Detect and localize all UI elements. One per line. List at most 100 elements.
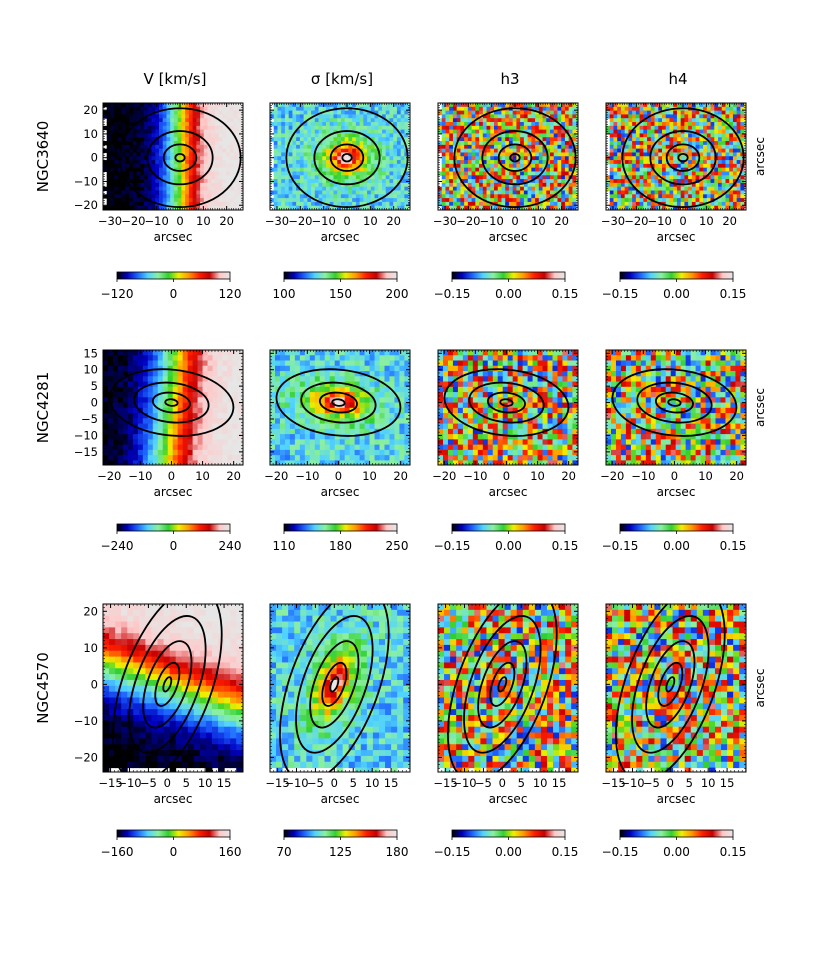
right-axis-label-NGC3640: arcsec bbox=[753, 137, 767, 176]
xtick-NGC4281-4-3: 10 bbox=[698, 469, 713, 483]
contour-NGC4570-4-2 bbox=[657, 661, 684, 707]
map-NGC4281-2 bbox=[270, 350, 410, 465]
right-axis-label-NGC4570: arcsec bbox=[753, 669, 767, 708]
panel-NGC4281-2: −20 −10 0 10 20 arcsec bbox=[264, 349, 411, 499]
contour-NGC3640-1-2 bbox=[162, 143, 198, 172]
panel-NGC3640-2: −30 −20 −10 0 10 20 arcsec bbox=[265, 102, 411, 244]
contour-NGC4570-1-3 bbox=[142, 640, 193, 729]
xtick-NGC4570-2-2: −5 bbox=[307, 776, 324, 790]
colorbar-tick-NGC4570-2-2: 180 bbox=[386, 845, 409, 859]
contour-NGC3640-2-1 bbox=[341, 152, 353, 163]
xtick-NGC4570-4-5: 10 bbox=[701, 776, 716, 790]
colorbar-NGC4570-3: −0.15 0.00 0.15 bbox=[434, 829, 579, 859]
galaxy-label-NGC4570: NGC4570 bbox=[34, 652, 52, 724]
xlabel-NGC3640-1: arcsec bbox=[154, 230, 193, 244]
xtick-NGC4281-2-3: 10 bbox=[362, 469, 377, 483]
map-NGC3640-1 bbox=[103, 103, 243, 210]
colorbar-NGC3640-3: −0.15 0.00 0.15 bbox=[434, 271, 579, 301]
xtick-NGC4570-2-5: 10 bbox=[365, 776, 380, 790]
xlabel-NGC3640-2: arcsec bbox=[321, 230, 360, 244]
map-NGC4570-2 bbox=[270, 604, 410, 772]
colorbar-NGC3640-4: −0.15 0.00 0.15 bbox=[602, 271, 746, 301]
colorbar-tick-NGC4570-3-2: 0.15 bbox=[552, 845, 579, 859]
xtick-NGC4570-1-1: −10 bbox=[117, 776, 141, 790]
xtick-NGC3640-2-1: −20 bbox=[288, 214, 312, 228]
xtick-NGC4570-4-1: −10 bbox=[620, 776, 644, 790]
ytick-NGC4281-6: 15 bbox=[83, 346, 98, 360]
contour-NGC4570-1-2 bbox=[154, 661, 181, 707]
contour-NGC4570-2-2 bbox=[321, 661, 348, 707]
map-NGC4570-4 bbox=[606, 604, 746, 772]
panel-NGC4281-1: −20 −10 0 10 20 −15 −10 −5 0 5 10 15 arcsec bbox=[74, 346, 244, 499]
ytick-NGC3640-3: 10 bbox=[83, 127, 98, 141]
xlabel-NGC4281-3: arcsec bbox=[489, 485, 528, 499]
colorbar-tick-NGC4570-3-0: −0.15 bbox=[434, 845, 471, 859]
xtick-NGC4281-3-0: −20 bbox=[432, 469, 456, 483]
panel-NGC3640-4: −30 −20 −10 0 10 20 arcsec bbox=[601, 102, 747, 244]
xtick-NGC4281-4-1: −10 bbox=[631, 469, 655, 483]
contour-NGC4281-3-1 bbox=[499, 398, 514, 407]
xtick-NGC3640-2-2: −10 bbox=[312, 214, 336, 228]
colorbar-tick-NGC3640-4-1: 0.00 bbox=[663, 287, 690, 301]
xtick-NGC4570-1-5: 10 bbox=[198, 776, 213, 790]
colorbar-tick-NGC4570-4-1: 0.00 bbox=[663, 845, 690, 859]
colorbar-tick-NGC4281-2-2: 250 bbox=[386, 539, 409, 553]
map-NGC4570-3 bbox=[438, 604, 578, 772]
colorbar-tick-NGC4281-1-2: 240 bbox=[219, 539, 242, 553]
xtick-NGC3640-2-5: 20 bbox=[386, 214, 401, 228]
xtick-NGC4570-2-6: 15 bbox=[384, 776, 399, 790]
colorbar-tick-NGC3640-1-1: 0 bbox=[170, 287, 178, 301]
panel-NGC3640-3: −30 −20 −10 0 10 20 arcsec bbox=[433, 102, 579, 244]
xtick-NGC3640-1-3: 0 bbox=[176, 214, 183, 228]
map-NGC4281-3 bbox=[438, 350, 578, 465]
colorbar-tick-NGC4570-1-2: 160 bbox=[219, 845, 242, 859]
contour-NGC4281-3-3 bbox=[468, 381, 545, 424]
colorbar-tick-NGC4281-3-0: −0.15 bbox=[434, 539, 471, 553]
map-NGC3640-3 bbox=[438, 103, 578, 210]
xtick-NGC4281-4-2: 0 bbox=[671, 469, 678, 483]
xlabel-NGC4570-3: arcsec bbox=[489, 792, 528, 806]
xtick-NGC4570-2-3: 0 bbox=[331, 776, 338, 790]
ytick-NGC4281-4: 5 bbox=[91, 379, 98, 393]
xtick-NGC4570-1-0: −15 bbox=[98, 776, 122, 790]
panel-frame-NGC4281-3 bbox=[437, 349, 579, 466]
xtick-NGC4570-2-4: 5 bbox=[350, 776, 357, 790]
colorbar-tick-NGC4281-3-1: 0.00 bbox=[495, 539, 522, 553]
contour-NGC4570-3-3 bbox=[477, 640, 528, 729]
xtick-NGC4570-1-6: 15 bbox=[217, 776, 232, 790]
xtick-NGC4281-1-3: 10 bbox=[195, 469, 210, 483]
xtick-NGC4570-3-0: −15 bbox=[433, 776, 457, 790]
contour-NGC3640-3-3 bbox=[481, 130, 549, 186]
contour-NGC4281-3-2 bbox=[486, 391, 526, 414]
xtick-NGC3640-4-2: −10 bbox=[648, 214, 672, 228]
colorbar-tick-NGC3640-3-2: 0.15 bbox=[552, 287, 579, 301]
contour-NGC4281-1-2 bbox=[151, 391, 191, 414]
ytick-NGC3640-2: 0 bbox=[91, 151, 98, 165]
column-title-2: σ [km/s] bbox=[311, 70, 373, 88]
xtick-NGC4570-3-4: 5 bbox=[518, 776, 525, 790]
ytick-NGC3640-4: 20 bbox=[83, 103, 98, 117]
contour-NGC4570-1-1 bbox=[162, 676, 173, 693]
colorbar-tick-NGC3640-1-0: −120 bbox=[101, 287, 134, 301]
panel-NGC4281-4: −20 −10 0 10 20 arcsec bbox=[600, 349, 747, 499]
ytick-NGC4281-0: −15 bbox=[74, 445, 98, 459]
colorbar-NGC4281-1: −240 0 240 bbox=[101, 523, 242, 553]
xtick-NGC3640-4-1: −20 bbox=[624, 214, 648, 228]
colorbar-NGC4570-1: −160 0 160 bbox=[101, 829, 242, 859]
xtick-NGC4281-2-2: 0 bbox=[335, 469, 342, 483]
xtick-NGC4281-4-0: −20 bbox=[600, 469, 624, 483]
xtick-NGC3640-1-5: 20 bbox=[219, 214, 234, 228]
contour-NGC4281-3-4 bbox=[443, 368, 570, 437]
xtick-NGC4570-1-4: 5 bbox=[183, 776, 190, 790]
column-title-1: V [km/s] bbox=[144, 70, 207, 88]
panel-NGC4570-2: −15−10−5 0 5 10 15 arcsec bbox=[265, 603, 411, 806]
map-NGC4570-1 bbox=[103, 604, 243, 772]
xtick-NGC4281-3-2: 0 bbox=[503, 469, 510, 483]
colorbar-NGC4281-3: −0.15 0.00 0.15 bbox=[434, 523, 578, 553]
panel-NGC4570-3: −15−10−5 0 5 10 15 arcsec bbox=[433, 603, 579, 806]
xlabel-NGC4281-2: arcsec bbox=[321, 485, 360, 499]
colorbar-tick-NGC4570-4-0: −0.15 bbox=[602, 845, 639, 859]
xtick-NGC4281-2-4: 20 bbox=[393, 469, 408, 483]
